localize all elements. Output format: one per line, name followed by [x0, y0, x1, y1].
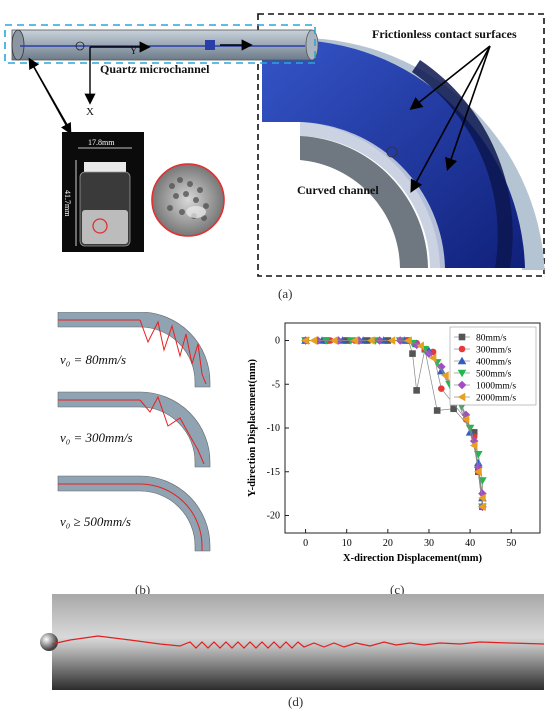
- data-point: [321, 337, 331, 345]
- particle-ball: [40, 633, 58, 651]
- y-tick-label: -5: [272, 379, 280, 390]
- quartz-tube: [11, 29, 313, 61]
- data-point: [350, 336, 359, 345]
- data-point: [346, 337, 356, 345]
- x-tick-label: 0: [303, 538, 308, 549]
- x-tick-label: 20: [383, 538, 393, 549]
- data-point: [474, 467, 482, 477]
- panel-a-caption: (a): [278, 286, 293, 301]
- axis-x-label: X: [86, 106, 94, 118]
- tube-highlight-frame: [4, 24, 316, 64]
- curved-channel-inner-wall: [300, 136, 428, 268]
- x-tick-label: 40: [465, 538, 475, 549]
- data-point: [387, 336, 396, 345]
- data-point: [470, 429, 478, 436]
- curved-channel-inner-band: [300, 122, 445, 268]
- data-point: [437, 385, 445, 392]
- x-tick-label: 30: [424, 538, 434, 549]
- vial-width-label: 17.8mm: [88, 138, 115, 147]
- curved-channel-frame: [257, 13, 545, 277]
- channel-300: [57, 391, 211, 468]
- y-tick-label: -10: [267, 423, 280, 434]
- panel-b-figure: [57, 312, 211, 552]
- x-tick-label: 50: [506, 538, 516, 549]
- data-point: [367, 336, 375, 345]
- data-point: [469, 441, 478, 450]
- data-point: [404, 336, 412, 345]
- legend-marker: [457, 356, 467, 365]
- data-point: [409, 350, 416, 357]
- y-axis-title: Y-direction Displacement(mm): [247, 359, 258, 497]
- legend-label: 400mm/s: [476, 358, 512, 368]
- legend-label: 300mm/s: [476, 346, 512, 356]
- legend-marker: [458, 345, 466, 353]
- scatter-chart: 0 10 20 30 40 50 0 -5 -10 -15 -20 X-direction Displ…: [247, 322, 541, 564]
- quartz-microchannel-label: Quartz microchannel: [100, 62, 210, 76]
- legend-label: 2000mm/s: [476, 394, 516, 404]
- velocity-label-1: v₀ = 80mm/s: [60, 352, 127, 367]
- series-line-5: [305, 340, 483, 507]
- data-point: [413, 387, 420, 394]
- data-point: [428, 353, 437, 363]
- data-point: [478, 502, 486, 512]
- legend-label: 1000mm/s: [476, 382, 516, 392]
- panel-c-caption: (c): [390, 582, 405, 597]
- panel-b-caption: (b): [135, 582, 151, 597]
- y-tick-label: -20: [267, 511, 280, 522]
- data-point: [436, 362, 446, 372]
- data-point: [461, 414, 470, 424]
- channel-80: [57, 312, 211, 388]
- velocity-label-3: v₀ ≥ 500mm/s: [60, 514, 131, 529]
- legend-marker: [457, 392, 466, 402]
- data-point: [330, 336, 338, 345]
- frictionless-surfaces-label: Frictionless contact surfaces: [372, 27, 517, 41]
- data-point: [474, 458, 483, 467]
- panel-d-figure: [40, 594, 545, 690]
- panel-a-figure: [4, 13, 545, 283]
- data-point: [412, 340, 421, 350]
- data-point: [433, 407, 441, 414]
- data-point: [450, 405, 457, 413]
- data-point: [416, 341, 425, 351]
- channel-500: [57, 475, 211, 552]
- curved-channel-label: Curved channel: [297, 183, 379, 197]
- y-tick-label: -15: [267, 467, 280, 478]
- x-axis-title: X-direction Displacement(mm): [343, 553, 482, 564]
- velocity-label-2: v₀ = 300mm/s: [60, 430, 133, 445]
- panel-d-caption: (d): [288, 694, 304, 709]
- curved-channel-stripe: [412, 60, 513, 268]
- x-tick-label: 10: [342, 538, 352, 549]
- legend-marker: [457, 380, 467, 390]
- data-point: [478, 493, 486, 503]
- data-point: [441, 371, 449, 380]
- vial-height-label: 41.7mm: [63, 190, 72, 217]
- axis-y-label: Y: [130, 46, 138, 57]
- magnified-particles: [151, 163, 225, 237]
- legend-marker: [457, 369, 467, 378]
- y-tick-label: 0: [275, 336, 280, 347]
- data-point: [301, 336, 309, 345]
- legend-label: 500mm/s: [476, 370, 512, 380]
- legend-marker: [458, 333, 466, 341]
- legend-label: 80mm/s: [476, 334, 507, 344]
- curved-channel-body: [262, 40, 525, 268]
- data-point: [309, 336, 318, 345]
